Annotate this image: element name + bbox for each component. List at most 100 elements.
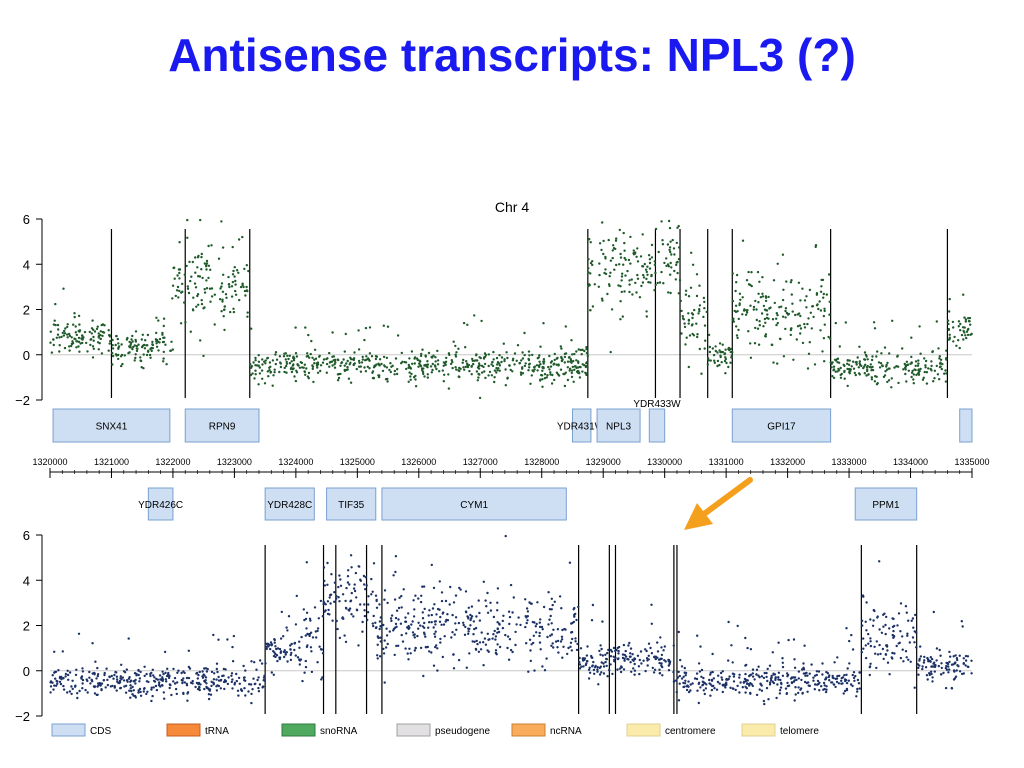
data-point bbox=[897, 612, 901, 615]
data-point bbox=[92, 347, 96, 350]
data-point bbox=[103, 673, 106, 677]
data-point bbox=[549, 373, 552, 376]
data-point bbox=[231, 280, 235, 284]
data-point bbox=[682, 681, 685, 685]
data-point bbox=[165, 680, 168, 683]
data-point bbox=[538, 365, 541, 369]
data-point bbox=[51, 674, 54, 677]
data-point bbox=[525, 607, 529, 610]
data-point bbox=[378, 603, 381, 606]
data-point bbox=[227, 676, 230, 679]
data-point bbox=[836, 674, 839, 678]
data-point bbox=[742, 309, 746, 312]
data-point bbox=[275, 654, 279, 657]
data-point bbox=[676, 271, 679, 275]
data-point bbox=[689, 683, 692, 686]
data-point bbox=[906, 632, 909, 635]
data-point bbox=[353, 583, 356, 586]
data-point bbox=[530, 602, 533, 605]
data-point bbox=[848, 372, 851, 375]
data-point bbox=[524, 615, 527, 618]
data-point bbox=[696, 335, 699, 339]
data-point bbox=[328, 596, 331, 599]
data-point bbox=[199, 339, 202, 342]
data-point bbox=[817, 307, 820, 311]
data-point bbox=[878, 643, 881, 647]
data-point bbox=[295, 594, 298, 598]
data-point bbox=[907, 369, 910, 372]
data-point bbox=[251, 688, 254, 691]
data-point bbox=[815, 293, 819, 296]
legend-swatch bbox=[511, 723, 546, 737]
data-point bbox=[953, 677, 957, 680]
data-point bbox=[241, 235, 244, 239]
data-point bbox=[888, 627, 891, 630]
data-point bbox=[70, 692, 73, 696]
data-point bbox=[878, 560, 881, 563]
data-point bbox=[168, 686, 171, 690]
data-point bbox=[278, 370, 281, 374]
data-point bbox=[213, 323, 216, 326]
data-point bbox=[557, 651, 560, 654]
data-point bbox=[617, 284, 620, 287]
data-point bbox=[222, 273, 225, 276]
data-point bbox=[84, 688, 87, 692]
data-point bbox=[392, 574, 395, 577]
data-point bbox=[636, 654, 640, 657]
data-point bbox=[840, 372, 843, 376]
data-point bbox=[574, 637, 577, 640]
data-point bbox=[698, 310, 701, 313]
data-point bbox=[230, 674, 233, 677]
data-point bbox=[967, 319, 971, 323]
data-point bbox=[305, 367, 308, 370]
data-point bbox=[496, 627, 499, 631]
data-point bbox=[935, 364, 938, 368]
data-point bbox=[221, 246, 225, 249]
data-point bbox=[908, 641, 911, 644]
data-point bbox=[727, 347, 730, 351]
data-point bbox=[240, 688, 243, 691]
data-point bbox=[296, 656, 300, 659]
data-point bbox=[765, 671, 768, 675]
data-point bbox=[507, 658, 511, 661]
data-point bbox=[419, 646, 423, 650]
data-point bbox=[257, 360, 261, 363]
data-point bbox=[146, 333, 150, 337]
data-point bbox=[284, 364, 288, 368]
data-point bbox=[620, 279, 623, 282]
data-point bbox=[614, 239, 618, 242]
data-point bbox=[886, 361, 889, 365]
data-point bbox=[854, 373, 857, 377]
data-point bbox=[668, 248, 671, 252]
data-point bbox=[548, 354, 551, 358]
data-point bbox=[519, 623, 522, 627]
data-point bbox=[383, 365, 386, 368]
data-point bbox=[151, 343, 155, 347]
data-point bbox=[124, 691, 128, 694]
data-point bbox=[146, 344, 149, 347]
data-point bbox=[580, 665, 583, 668]
data-point bbox=[288, 354, 291, 357]
data-point bbox=[821, 350, 824, 353]
data-point bbox=[120, 364, 123, 368]
data-point bbox=[496, 363, 499, 366]
data-point bbox=[266, 370, 269, 373]
data-point bbox=[99, 333, 102, 337]
data-point bbox=[669, 273, 672, 276]
y-tick-label: 6 bbox=[23, 212, 30, 227]
data-point bbox=[619, 256, 623, 259]
data-point bbox=[851, 360, 855, 363]
data-point bbox=[443, 635, 446, 638]
data-point bbox=[647, 642, 651, 645]
data-point bbox=[415, 357, 419, 360]
data-point bbox=[496, 609, 499, 612]
data-point bbox=[450, 636, 453, 639]
data-point bbox=[680, 332, 683, 335]
data-point bbox=[106, 678, 109, 682]
data-point bbox=[823, 360, 826, 363]
legend-swatch bbox=[741, 723, 776, 737]
data-point bbox=[390, 619, 393, 623]
data-point bbox=[568, 367, 572, 370]
data-point bbox=[650, 243, 654, 247]
data-point bbox=[925, 674, 929, 677]
